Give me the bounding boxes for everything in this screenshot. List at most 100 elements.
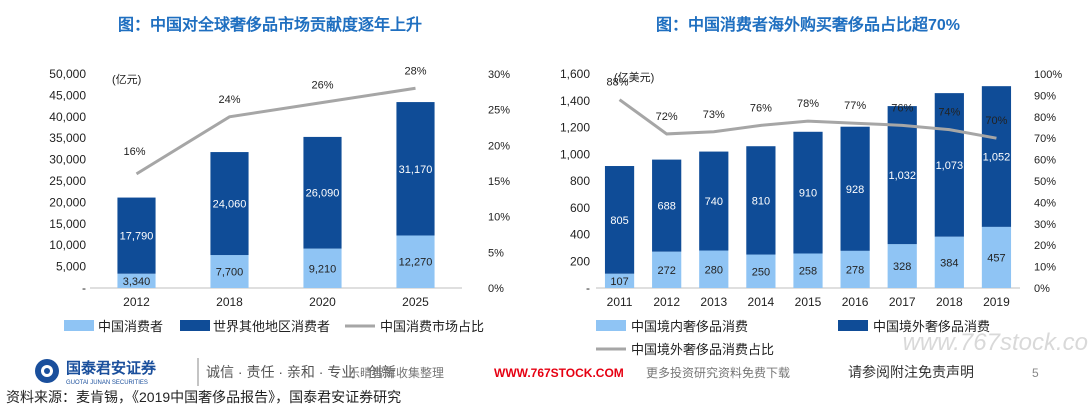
right-y-tick-label: 200	[570, 254, 590, 268]
right-x-tick-label: 2016	[842, 295, 869, 309]
left-y2-tick-label: 30%	[488, 69, 510, 81]
left-y-tick-label: 5,000	[56, 260, 86, 274]
right-legend-swatch-domestic	[596, 320, 626, 331]
left-bar-upper	[303, 136, 342, 249]
right-bar-upper	[746, 146, 776, 255]
company-logo: 国泰君安证券 GUOTAI JUNAN SECURITIES	[35, 359, 157, 386]
right-bar-lower-label: 278	[846, 264, 864, 276]
right-bar-upper	[604, 166, 635, 274]
left-bars: 3,340 17,790 7,700 24,060 9,210 26,090 12,270 3…	[117, 102, 435, 288]
left-y2-tick-label: 25%	[488, 105, 510, 117]
right-y2-tick-label: 0%	[1034, 283, 1050, 295]
right-bar-upper-label: 1,073	[936, 160, 964, 172]
left-bar-lower-label: 12,270	[399, 257, 433, 269]
right-x-tick-label: 2017	[889, 295, 916, 309]
left-y-tick-label: 30,000	[49, 153, 86, 167]
right-bar-upper	[981, 86, 1012, 227]
right-bar-lower-label: 258	[799, 266, 817, 278]
right-legend-label-overseas: 中国境外奢侈品消费	[873, 319, 990, 334]
right-bar-upper	[652, 159, 682, 252]
right-bar-lower	[652, 251, 682, 288]
left-x-tick-label: 2012	[123, 295, 150, 309]
right-x-tick-label: 2019	[983, 295, 1010, 309]
right-chart-title: 图：中国消费者海外购买奢侈品占比超70%	[656, 15, 960, 34]
right-x-tick-label: 2013	[700, 295, 727, 309]
watermark-tagline: 更多投资研究资料免费下载	[646, 365, 790, 380]
right-x-tick-label: 2012	[653, 295, 680, 309]
right-bar-lower	[793, 253, 823, 288]
left-bar-lower-label: 7,700	[216, 267, 244, 279]
right-share-label: 77%	[844, 100, 866, 112]
left-y-tick-label: 20,000	[49, 195, 86, 209]
right-bar-lower-label: 107	[610, 276, 628, 288]
right-y2-axis: 100% 90% 80% 70% 60% 50% 40% 30% 20% 10% 0%	[1034, 69, 1062, 295]
left-bar-upper-label: 17,790	[120, 231, 154, 243]
right-share-label: 70%	[985, 115, 1007, 127]
left-y-axis: 50,000 45,000 40,000 35,000 30,000 25,000 20,0…	[49, 67, 86, 295]
left-share-line: 16% 24% 26% 28%	[123, 65, 427, 176]
left-bar-lower-label: 9,210	[309, 263, 337, 275]
right-share-label: 76%	[750, 102, 772, 114]
right-legend-label-line: 中国境外奢侈品消费占比	[631, 342, 774, 357]
right-bar-lower-label: 250	[752, 266, 770, 278]
footer: 国泰君安证券 GUOTAI JUNAN SECURITIES 诚信 · 责任 ·…	[6, 358, 1039, 405]
right-y2-tick-label: 90%	[1034, 90, 1056, 102]
left-x-labels: 2012 2018 2020 2025	[123, 295, 429, 309]
right-bar-upper-label: 805	[610, 215, 628, 227]
left-y2-tick-label: 5%	[488, 247, 504, 259]
left-bar-upper	[210, 152, 249, 256]
right-share-polyline	[618, 98, 997, 140]
right-y-tick-label: 600	[570, 201, 590, 215]
source-note: 资料来源：麦肯锡，《2019中国奢侈品报告》，国泰君安证券研究	[6, 389, 401, 405]
right-y-tick-label: 800	[570, 174, 590, 188]
right-y-tick-label: 1,200	[560, 121, 590, 135]
left-legend-swatch-world	[180, 320, 210, 331]
right-bar-lower	[981, 226, 1012, 288]
left-y-tick-label: 40,000	[49, 110, 86, 124]
left-legend-label-line: 中国消费市场占比	[380, 319, 484, 334]
right-share-label: 72%	[656, 111, 678, 123]
right-bar-lower	[746, 254, 776, 288]
right-y-tick-label: -	[586, 281, 590, 295]
right-y2-tick-label: 80%	[1034, 112, 1056, 124]
right-y2-tick-label: 100%	[1034, 69, 1062, 81]
right-bar-upper	[934, 93, 964, 237]
left-legend: 中国消费者 世界其他地区消费者 中国消费市场占比	[64, 319, 484, 334]
right-bar-upper-label: 1,052	[983, 152, 1011, 164]
right-y2-tick-label: 20%	[1034, 240, 1056, 252]
left-share-label: 24%	[218, 94, 240, 106]
watermark-url: WWW.767STOCK.COM	[494, 366, 624, 380]
left-y-tick-label: 50,000	[49, 67, 86, 81]
right-bar-lower	[840, 250, 870, 288]
left-legend-label-world: 世界其他地区消费者	[213, 319, 330, 334]
left-y2-tick-label: 15%	[488, 176, 510, 188]
left-y-tick-label: 35,000	[49, 131, 86, 145]
left-bar-lower	[303, 248, 342, 288]
right-x-tick-label: 2011	[607, 295, 633, 309]
right-bar-lower	[699, 250, 729, 288]
right-bar-upper	[699, 151, 729, 251]
left-bar-upper	[396, 102, 435, 236]
left-y2-tick-label: 20%	[488, 140, 510, 152]
right-y2-tick-label: 30%	[1034, 219, 1056, 231]
right-y2-tick-label: 40%	[1034, 197, 1056, 209]
right-share-label: 88%	[607, 77, 629, 89]
right-share-line: 88% 72% 73% 76% 78% 77% 76% 74% 70%	[607, 77, 1008, 140]
left-y2-axis: 30% 25% 20% 15% 10% 5% 0%	[488, 69, 510, 295]
right-y2-tick-label: 10%	[1034, 262, 1056, 274]
right-y-axis: 1,600 1,400 1,200 1,000 800 600 400 200 -	[560, 67, 590, 295]
left-x-tick-label: 2020	[309, 295, 336, 309]
left-y2-tick-label: 10%	[488, 212, 510, 224]
right-x-tick-label: 2015	[795, 295, 822, 309]
right-share-label: 78%	[797, 98, 819, 110]
right-bar-upper-label: 810	[752, 195, 770, 207]
disclaimer-link[interactable]: 请参阅附注免责声明	[848, 364, 974, 380]
left-legend-swatch-cn	[64, 320, 94, 331]
right-bar-upper	[840, 126, 870, 251]
logo-name: 国泰君安证券	[66, 359, 157, 377]
left-y-tick-label: 45,000	[49, 88, 86, 102]
left-x-tick-label: 2018	[216, 295, 243, 309]
watermark-text: 乐晴智库收集整理	[348, 365, 444, 380]
left-share-label: 26%	[311, 80, 333, 92]
